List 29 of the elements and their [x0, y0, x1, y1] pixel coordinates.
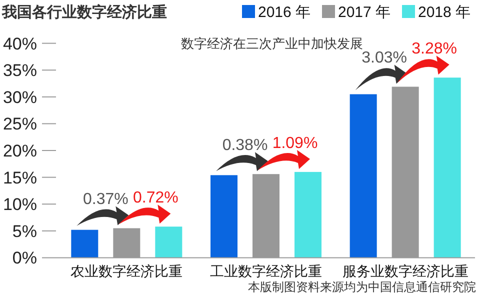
y-tick-label: 10% [2, 195, 37, 214]
annotation: 3.03% [362, 50, 408, 67]
y-tick-label: 5% [12, 222, 37, 241]
bar [155, 226, 182, 258]
chart-subtitle: 数字经济在三次产业中加快发展 [181, 36, 363, 51]
annotation: 0.37% [82, 191, 128, 208]
y-tick-label: 0% [12, 248, 37, 268]
y-tick-label: 40% [2, 34, 37, 54]
bar [350, 94, 377, 258]
y-tick-label: 20% [2, 142, 37, 160]
bar [210, 175, 238, 258]
y-tick-label: 30% [2, 88, 37, 107]
legend-label: 2018 年 [418, 4, 471, 21]
bar [294, 172, 322, 258]
y-tick-label: 35% [2, 61, 37, 80]
x-tick-label: 服务业数字经济比重 [342, 263, 468, 279]
bar [71, 230, 98, 258]
x-tick-label: 工业数字经济比重 [210, 263, 322, 279]
text: 本版制图资料来源均为中国信息通信研究院 [248, 280, 476, 294]
legend-label: 2016 年 [258, 4, 311, 21]
x-tick-label: 农业数字经济比重 [70, 263, 183, 279]
annotation: 3.28% [412, 40, 458, 58]
annotation: 1.09% [272, 134, 318, 152]
y-tick-label: 25% [2, 114, 37, 134]
legend-label: 2017 年 [338, 4, 391, 21]
y-tick-label: 15% [2, 168, 37, 188]
chart-title: 我国各行业数字经济比重 [1, 3, 167, 21]
annotation: 0.38% [222, 137, 268, 154]
annotation: 0.72% [132, 190, 178, 207]
